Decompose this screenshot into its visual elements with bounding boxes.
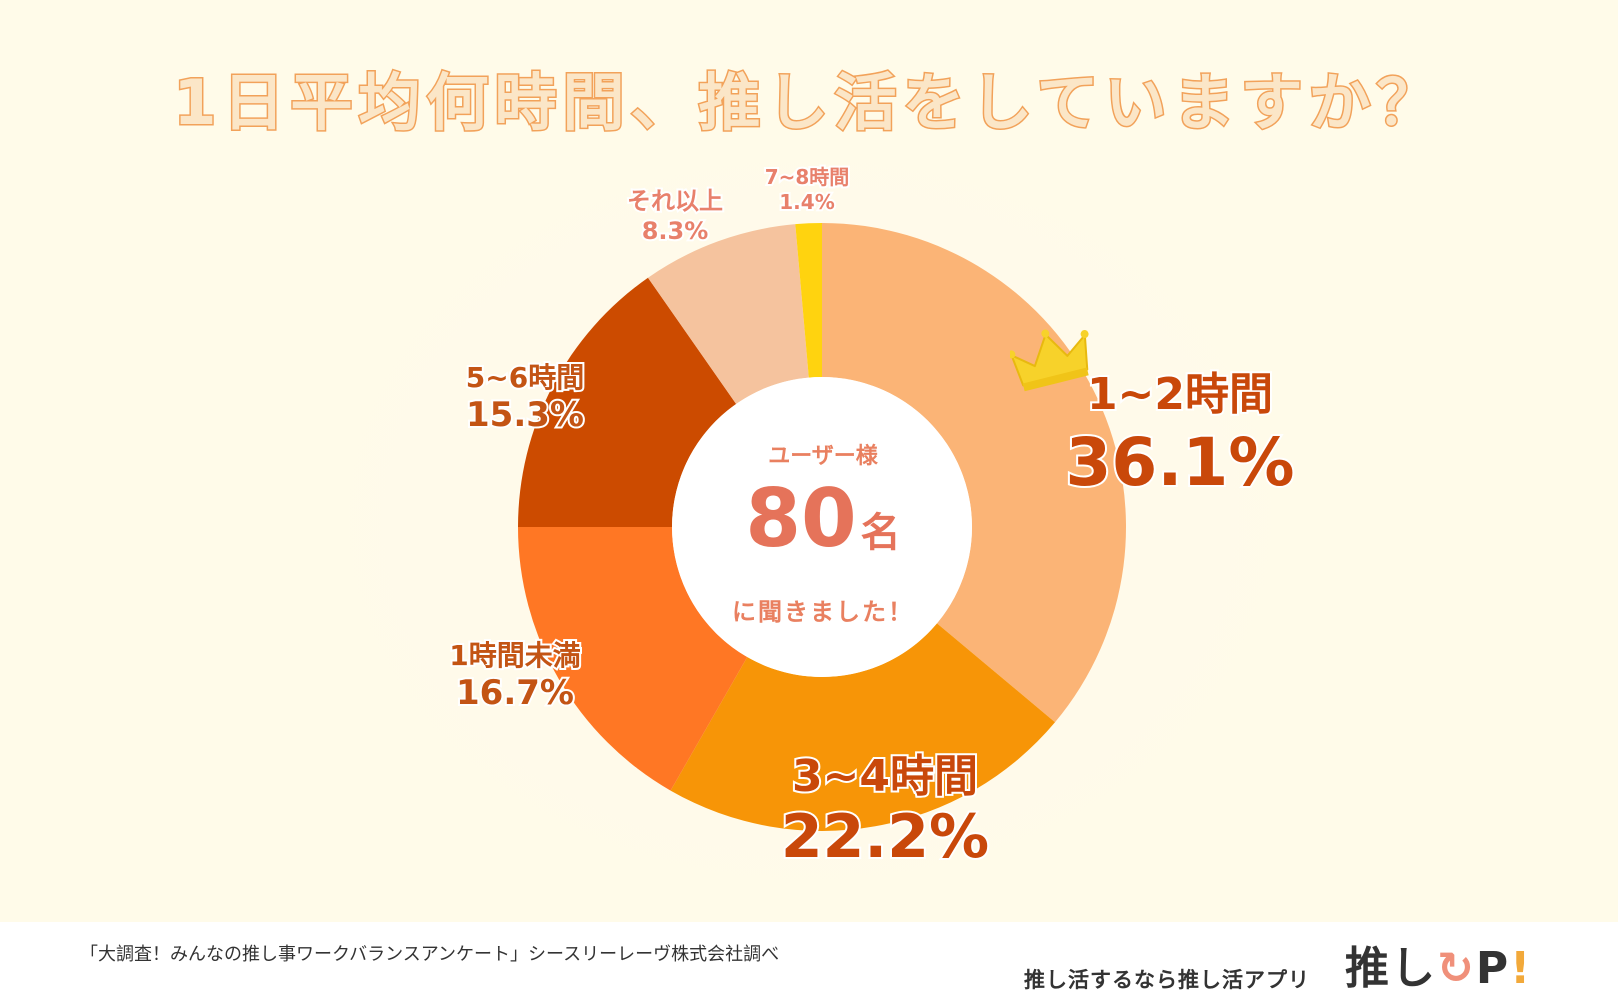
slice-percent: 36.1% <box>1064 422 1297 502</box>
center-summary: ユーザー様 80 名 に聞きました！ <box>673 438 973 627</box>
page-title: 1日平均何時間、推し活をしていますか？ <box>172 65 1445 141</box>
footer: 「大調査！みんなの推し事ワークバランスアンケート」シースリーレーヴ株式会社調べ … <box>0 922 1618 1000</box>
crown-icon <box>1010 329 1089 392</box>
slice-percent: 8.3% <box>640 215 711 246</box>
slice-percent: 15.3% <box>464 394 586 437</box>
slice-label-7-8h: 7~8時間 1.4% <box>752 164 862 216</box>
slice-3 <box>518 277 737 527</box>
respondent-count-unit: 名 <box>860 510 901 556</box>
slice-category: 1時間未満 <box>447 637 582 673</box>
slice-category: 3~4時間 <box>790 749 980 803</box>
up-arrow-icon: ↻ <box>1437 943 1476 994</box>
respondent-count-number: 80 <box>745 472 857 565</box>
slice-category: 5~6時間 <box>464 359 586 395</box>
slice-percent: 16.7% <box>454 672 576 715</box>
asked-label: に聞きました！ <box>732 598 914 626</box>
brand-logo: 推し↻P! <box>1345 943 1533 994</box>
slice-label-more: それ以上 8.3% <box>605 185 745 246</box>
donut-hole <box>672 377 972 677</box>
slice-percent: 22.2% <box>779 800 991 873</box>
slice-label-5-6h: 5~6時間 15.3% <box>440 359 610 437</box>
slice-percent: 1.4% <box>777 189 836 216</box>
source-note: 「大調査！みんなの推し事ワークバランスアンケート」シースリーレーヴ株式会社調べ <box>80 944 780 965</box>
slice-category: それ以上 <box>625 185 725 216</box>
slice-5 <box>795 223 822 378</box>
slice-label-3-4h: 3~4時間 22.2% <box>770 749 1000 873</box>
slice-4 <box>647 224 809 405</box>
slice-label-under-1h: 1時間未満 16.7% <box>420 637 610 715</box>
slice-category: 1~2時間 <box>1085 367 1275 421</box>
app-tagline: 推し活するなら推し活アプリ <box>1024 968 1310 992</box>
slice-1 <box>670 623 1056 832</box>
slice-category: 7~8時間 <box>763 164 852 191</box>
users-label: ユーザー様 <box>768 444 878 469</box>
slice-2 <box>518 527 748 791</box>
slice-label-1-2h: 1~2時間 36.1% <box>1060 367 1300 502</box>
respondent-count: 80 名 <box>673 474 973 586</box>
